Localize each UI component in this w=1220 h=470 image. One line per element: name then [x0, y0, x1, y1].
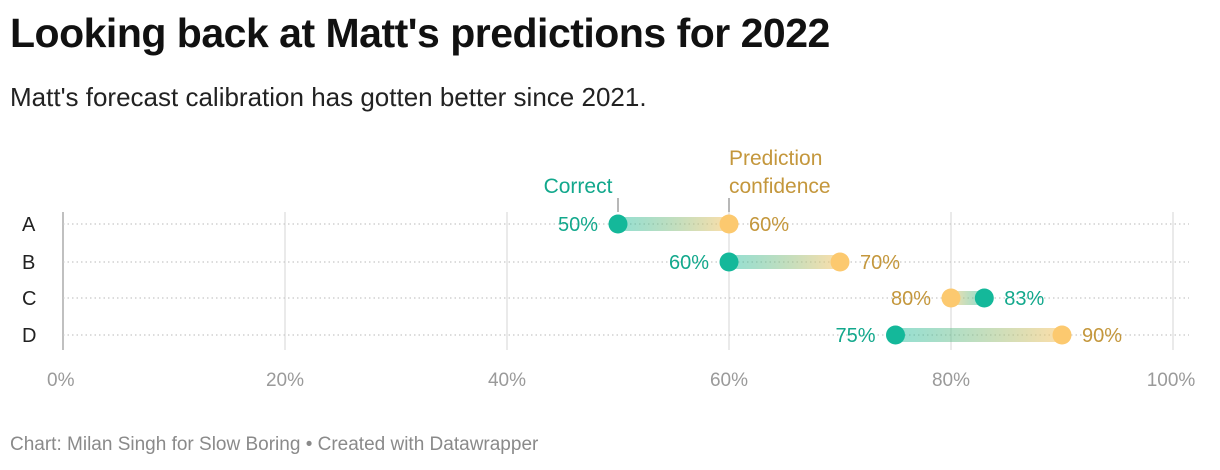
category-label: D [22, 325, 36, 347]
x-tick-label: 0% [47, 370, 75, 391]
annotation-correct: Correct [544, 175, 613, 198]
confidence-dot [1052, 325, 1072, 345]
annotation-confidence-line2: confidence [729, 175, 831, 198]
chart-footer: Chart: Milan Singh for Slow Boring • Cre… [10, 434, 539, 455]
category-label: C [22, 288, 36, 310]
correct-dot [886, 325, 905, 345]
correct-value-label: 50% [558, 214, 598, 236]
chart-title: Looking back at Matt's predictions for 2… [10, 10, 830, 56]
annotation-layer: Correct Prediction confidence [544, 147, 831, 212]
correct-dot [719, 252, 739, 272]
correct-value-label: 83% [1004, 288, 1044, 310]
x-tick-label: 20% [266, 370, 304, 391]
range-bar [729, 255, 840, 269]
correct-dot [608, 214, 628, 234]
chart-subtitle: Matt's forecast calibration has gotten b… [10, 82, 647, 112]
confidence-value-label: 70% [860, 252, 900, 274]
confidence-value-label: 90% [1082, 325, 1122, 347]
confidence-value-label: 60% [749, 214, 789, 236]
grid-layer: 0% 20% 40% 60% 80% 100% [47, 212, 1195, 391]
correct-value-label: 60% [669, 252, 709, 274]
confidence-dot [830, 252, 850, 272]
rows-layer: A 50% 60% B 60% 70% C 83% 80% D 75% 90% [22, 214, 1189, 347]
dot-range-chart: 0% 20% 40% 60% 80% 100% A 50% 60% B 60% 70% C 83% 80%… [22, 147, 1195, 391]
x-tick-label: 80% [932, 370, 970, 391]
correct-value-label: 75% [835, 325, 875, 347]
annotation-confidence-line1: Prediction [729, 147, 822, 170]
x-tick-label: 60% [710, 370, 748, 391]
category-label: A [22, 214, 36, 236]
range-bar [895, 328, 1062, 342]
x-tick-label: 40% [488, 370, 526, 391]
confidence-value-label: 80% [891, 288, 931, 310]
confidence-dot [719, 214, 739, 234]
confidence-dot [941, 288, 961, 308]
category-label: B [22, 252, 35, 274]
range-bar [618, 217, 729, 231]
x-tick-label: 100% [1147, 370, 1196, 391]
correct-dot [974, 288, 994, 308]
